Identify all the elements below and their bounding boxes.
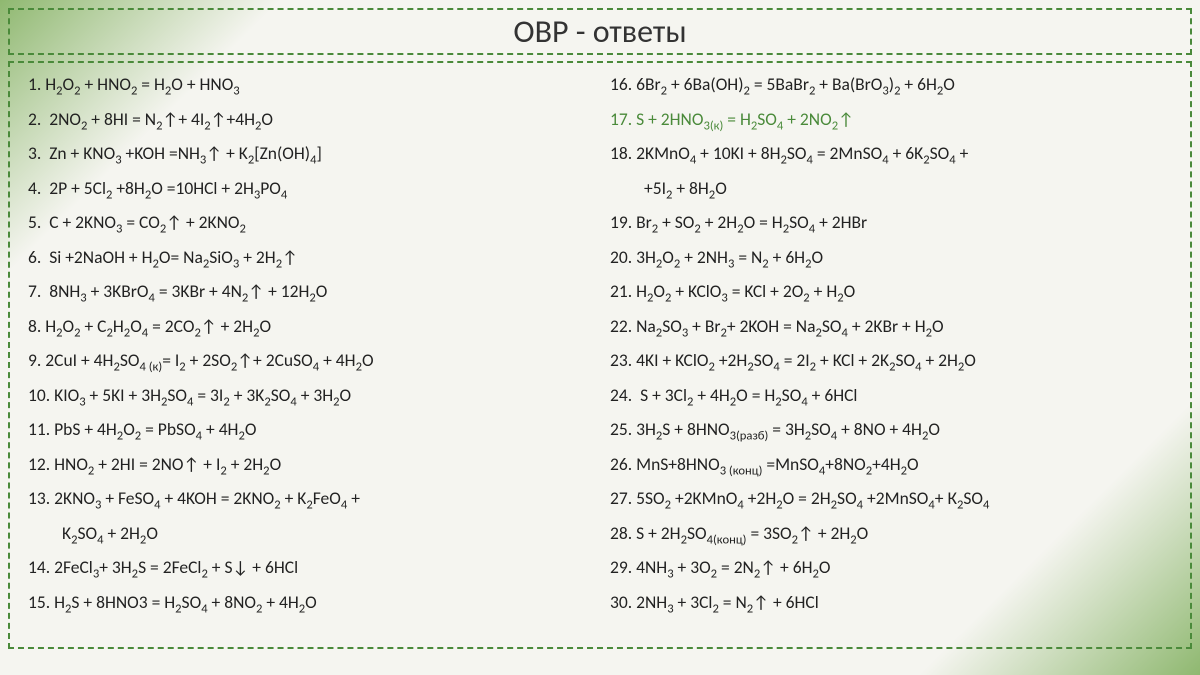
equation-row: 12. HNO2 + 2HI = 2NO↑ + I2 + 2H2O <box>28 453 590 480</box>
equation-row: 16. 6Br2 + 6Ba(OH)2 = 5BaBr2 + Ba(BrO3)2… <box>610 73 1172 100</box>
title-container: ОВР - ответы <box>8 8 1192 55</box>
equation-row: 2. 2NO2 + 8HI = N2↑+ 4I2↑+4H2O <box>28 108 590 135</box>
equation-row: 4. 2P + 5Cl2 +8H2O =10HCl + 2H3PO4 <box>28 177 590 204</box>
equation-row: 27. 5SO2 +2KMnO4 +2H2O = 2H2SO4 +2MnSO4+… <box>610 487 1172 514</box>
equation-row: 13. 2KNO3 + FeSO4 + 4KOH = 2KNO2 + K2FeO… <box>28 487 590 514</box>
equation-row: 28. S + 2H2SO4(конц) = 3SO2↑ + 2H2O <box>610 522 1172 549</box>
equation-row: 5. C + 2KNO3 = CO2↑ + 2KNO2 <box>28 211 590 238</box>
content-container: 1. H2O2 + HNO2 = H2O + HNO3 2. 2NO2 + 8HI… <box>8 61 1192 649</box>
equation-row: 8. H2O2 + C2H2O4 = 2CO2↑ + 2H2O <box>28 315 590 342</box>
equation-row: 25. 3H2S + 8HNO3(разб) = 3H2SO4 + 8NO + … <box>610 418 1172 445</box>
equation-row: 20. 3H2O2 + 2NH3 = N2 + 6H2O <box>610 246 1172 273</box>
equation-row: 6. Si +2NaOH + H2O= Na2SiO3 + 2H2↑ <box>28 246 590 273</box>
equation-row: 24. S + 3Cl2 + 4H2O = H2SO4 + 6HCl <box>610 384 1172 411</box>
equation-row: 30. 2NH3 + 3Cl2 = N2↑ + 6HCl <box>610 591 1172 618</box>
equation-row: 19. Br2 + SO2 + 2H2O = H2SO4 + 2HBr <box>610 211 1172 238</box>
equations-left-column: 1. H2O2 + HNO2 = H2O + HNO3 2. 2NO2 + 8HI… <box>28 73 590 637</box>
equation-row: 29. 4NH3 + 3O2 = 2N2↑ + 6H2O <box>610 556 1172 583</box>
equation-row: 15. H2S + 8HNO3 = H2SO4 + 8NO2 + 4H2O <box>28 591 590 618</box>
equation-row: 17. S + 2HNO3(к) = H2SO4 + 2NO2↑ <box>610 108 1172 135</box>
equation-row: 26. MnS+8HNO3 (конц) =MnSO4+8NO2+4H2O <box>610 453 1172 480</box>
equation-row: 9. 2CuI + 4H2SO4 (к)= I2 + 2SO2↑+ 2CuSO4… <box>28 349 590 376</box>
equation-row: 1. H2O2 + HNO2 = H2O + HNO3 <box>28 73 590 100</box>
equation-row: 14. 2FeCl3+ 3H2S = 2FeCl2 + S↓ + 6HCl <box>28 556 590 583</box>
equation-row: 21. H2O2 + KClO3 = KCl + 2O2 + H2O <box>610 280 1172 307</box>
equation-row: +5I2 + 8H2O <box>610 177 1172 204</box>
equation-row: 18. 2KMnO4 + 10KI + 8H2SO4 = 2MnSO4 + 6K… <box>610 142 1172 169</box>
equation-row: 10. KIO3 + 5KI + 3H2SO4 = 3I2 + 3K2SO4 +… <box>28 384 590 411</box>
page-title: ОВР - ответы <box>30 12 1170 51</box>
equation-row: 22. Na2SO3 + Br2+ 2KOH = Na2SO4 + 2KBr +… <box>610 315 1172 342</box>
equation-row: 11. PbS + 4H2O2 = PbSO4 + 4H2O <box>28 418 590 445</box>
equation-row: 3. Zn + KNO3 +KOH =NH3↑ + K2[Zn(OH)4] <box>28 142 590 169</box>
equation-row: 7. 8NH3 + 3KBrO4 = 3KBr + 4N2↑ + 12H2O <box>28 280 590 307</box>
equation-row: 23. 4KI + KClO2 +2H2SO4 = 2I2 + KCl + 2K… <box>610 349 1172 376</box>
equations-right-column: 16. 6Br2 + 6Ba(OH)2 = 5BaBr2 + Ba(BrO3)2… <box>610 73 1172 637</box>
equation-row: K2SO4 + 2H2O <box>28 522 590 549</box>
